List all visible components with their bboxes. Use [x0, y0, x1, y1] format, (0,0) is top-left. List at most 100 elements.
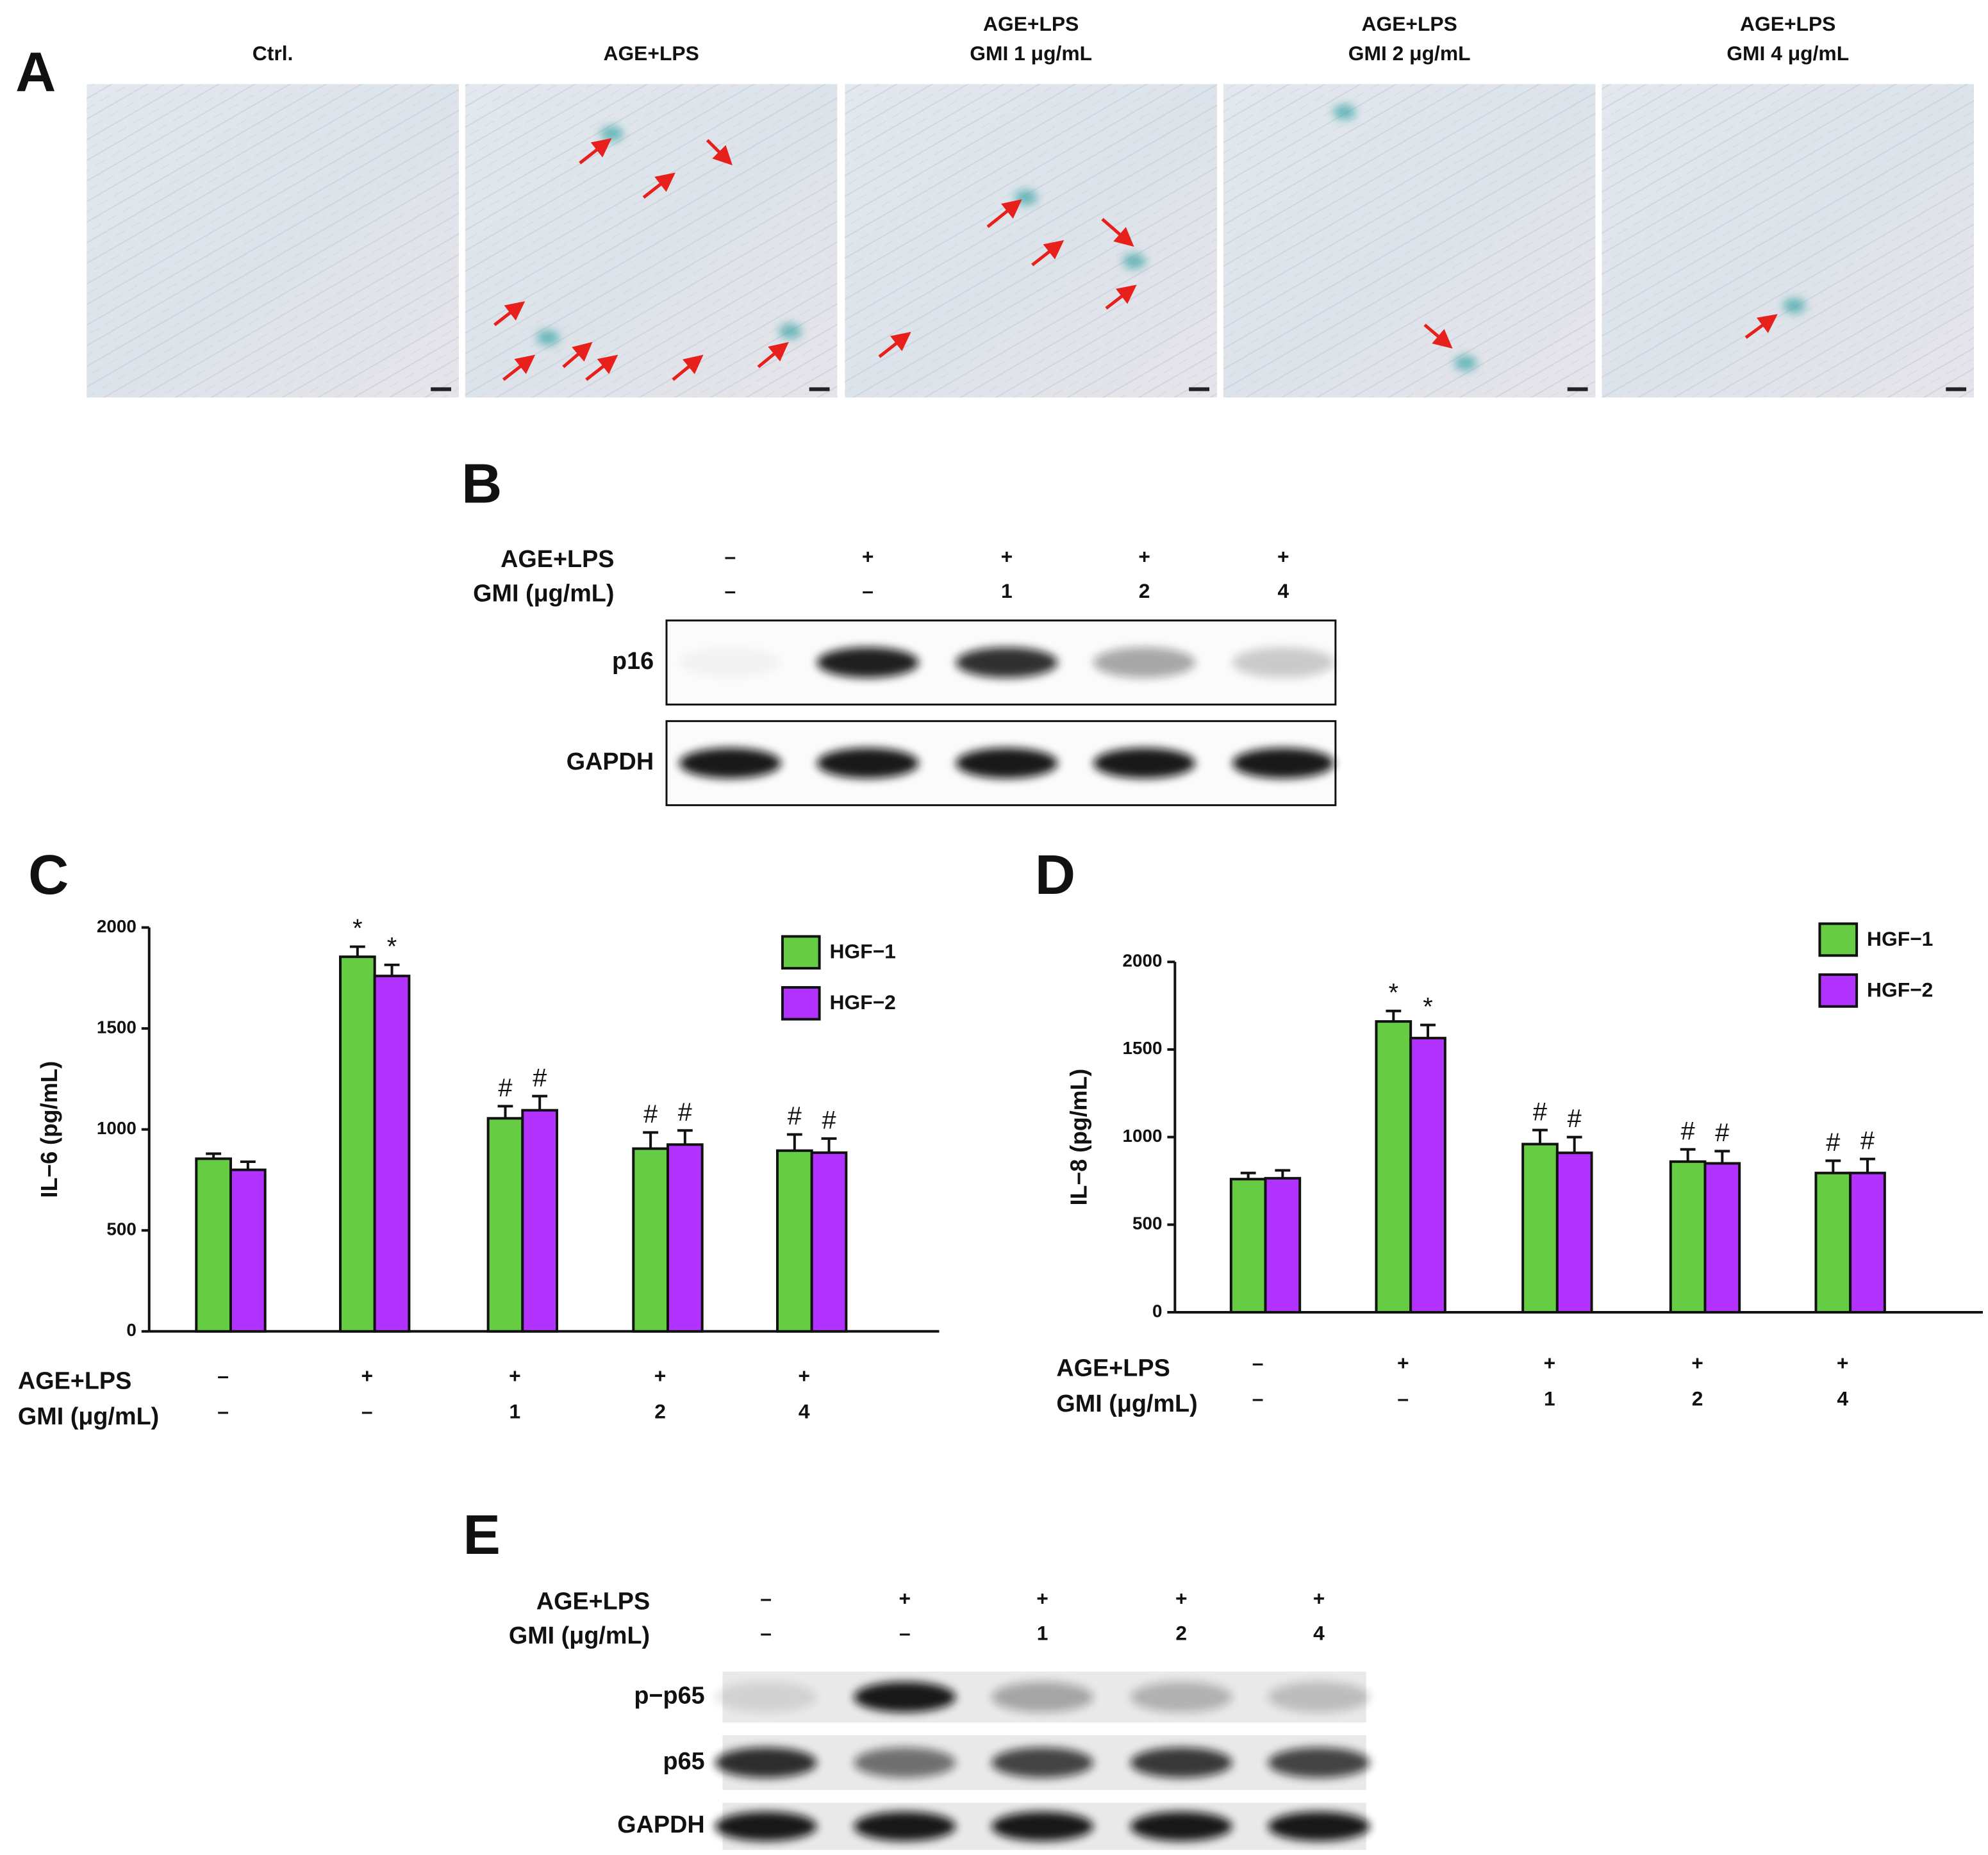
- blot-band: [816, 748, 919, 779]
- error-bar: [643, 1131, 659, 1149]
- legend-label: HGF−2: [1867, 978, 1933, 1001]
- arrow: [986, 199, 1022, 228]
- y-tick-label: 2000: [97, 916, 137, 936]
- arrow: [579, 138, 612, 165]
- blot-band: [956, 647, 1058, 678]
- significance-marker: *: [1423, 993, 1432, 1021]
- bar: [1703, 1162, 1741, 1314]
- error-bar: [532, 1094, 548, 1110]
- condition-value: +: [1837, 1351, 1849, 1374]
- blot-row-label: GAPDH: [617, 1811, 704, 1838]
- error-bar: [497, 1105, 513, 1119]
- bar: [1555, 1151, 1593, 1314]
- bar: [1229, 1178, 1267, 1314]
- significance-marker: #: [822, 1106, 836, 1134]
- condition-value: +: [1138, 545, 1150, 568]
- scale-bar: [1567, 387, 1588, 392]
- condition-value: 2: [1175, 1621, 1187, 1644]
- blot-band: [715, 1811, 817, 1842]
- blot-band: [1268, 1811, 1370, 1842]
- condition-value: 4: [799, 1399, 810, 1422]
- blot-band: [1093, 647, 1196, 678]
- significance-marker: *: [387, 932, 397, 960]
- panel-label: D: [1035, 843, 1075, 906]
- condition-value: 4: [1313, 1621, 1325, 1644]
- y-tick-label: 500: [1132, 1214, 1162, 1233]
- bar: [373, 975, 411, 1333]
- condition-value: +: [1036, 1587, 1048, 1610]
- error-bar: [1240, 1171, 1256, 1180]
- stained-cell: [1332, 104, 1356, 120]
- arrow: [493, 301, 526, 326]
- y-tick-label: 1000: [97, 1118, 137, 1138]
- stained-cell: [1782, 298, 1806, 314]
- blot-band: [679, 647, 781, 678]
- bar: [1849, 1171, 1886, 1314]
- condition-value: +: [509, 1364, 521, 1387]
- blot-row-label: p−p65: [634, 1682, 704, 1709]
- condition-label: GMI (μg/mL): [473, 581, 614, 607]
- arrow: [706, 138, 733, 166]
- bar: [1814, 1171, 1852, 1314]
- legend-label: HGF−1: [1867, 927, 1933, 950]
- condition-value: 2: [1139, 579, 1150, 602]
- condition-value: 4: [1278, 579, 1289, 602]
- arrow: [1031, 240, 1064, 267]
- error-bar: [206, 1152, 222, 1159]
- condition-value: +: [1397, 1351, 1409, 1374]
- arrow: [1101, 218, 1134, 247]
- y-axis-label: IL−8 (pg/mL): [1066, 1069, 1092, 1206]
- cell-texture: [845, 84, 1217, 398]
- blot-strip: [665, 619, 1337, 706]
- condition-value: +: [1175, 1587, 1188, 1610]
- blot-band: [956, 748, 1058, 779]
- bar: [1669, 1160, 1707, 1314]
- y-tick-label: 1500: [97, 1017, 137, 1037]
- bar: [1409, 1037, 1446, 1314]
- condition-value: +: [899, 1587, 911, 1610]
- blot-band: [1130, 1681, 1232, 1713]
- bar: [810, 1151, 848, 1333]
- significance-marker: #: [1826, 1128, 1840, 1157]
- condition-value: +: [798, 1364, 810, 1387]
- y-tick-label: 0: [1152, 1301, 1162, 1321]
- condition-value: +: [1544, 1351, 1556, 1374]
- panel-label: C: [28, 843, 69, 906]
- error-bar: [1532, 1128, 1548, 1144]
- condition-label: AGE+LPS: [1056, 1355, 1170, 1381]
- condition-value: –: [1252, 1387, 1264, 1410]
- significance-marker: #: [1681, 1117, 1695, 1145]
- blot-row-label: p16: [612, 648, 654, 675]
- bar: [521, 1109, 558, 1333]
- arrow: [642, 172, 675, 199]
- legend-swatch: [781, 935, 821, 970]
- condition-value: 1: [1001, 579, 1013, 602]
- condition-label: GMI (μg/mL): [18, 1403, 159, 1430]
- arrow: [1105, 284, 1137, 310]
- bar: [632, 1147, 669, 1333]
- stained-cell: [1454, 355, 1477, 371]
- condition-value: +: [1691, 1351, 1703, 1374]
- scale-bar: [1946, 387, 1967, 392]
- condition-value: 1: [509, 1399, 521, 1422]
- condition-value: +: [862, 545, 874, 568]
- significance-marker: #: [1860, 1126, 1875, 1155]
- photo-title: Ctrl.: [253, 42, 294, 65]
- photo-title: AGE+LPS: [1362, 12, 1457, 35]
- legend-swatch: [1818, 922, 1859, 957]
- bar: [486, 1117, 524, 1333]
- condition-value: –: [217, 1399, 229, 1422]
- arrow: [502, 354, 536, 381]
- error-bar: [677, 1129, 693, 1145]
- significance-marker: *: [1389, 978, 1398, 1007]
- condition-label: GMI (μg/mL): [509, 1622, 650, 1649]
- blot-band: [715, 1681, 817, 1713]
- condition-value: +: [1001, 545, 1013, 568]
- blot-band: [1130, 1747, 1232, 1778]
- arrow: [757, 342, 789, 368]
- significance-marker: #: [533, 1064, 547, 1092]
- y-tick-label: 2000: [1123, 951, 1163, 971]
- legend-label: HGF−1: [830, 940, 896, 963]
- blot-band: [991, 1811, 1094, 1842]
